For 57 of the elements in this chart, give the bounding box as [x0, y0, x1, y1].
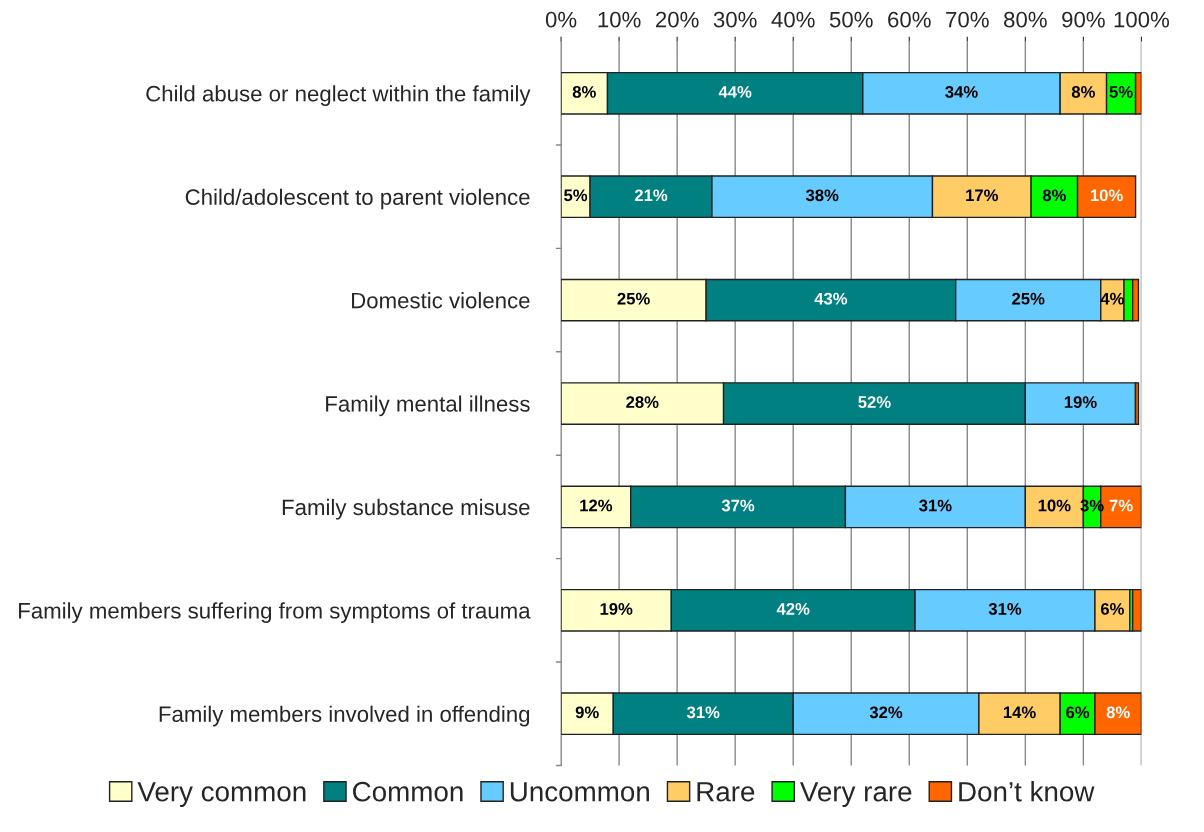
legend-label: Uncommon [510, 782, 649, 802]
data-label: 10% [1038, 499, 1071, 512]
data-label: 5% [564, 189, 588, 202]
y-tick-label: Family members involved in offending [159, 705, 530, 727]
data-label: 31% [988, 603, 1022, 615]
bar [1131, 588, 1142, 632]
data-label: 8% [572, 85, 596, 98]
data-label: 34% [945, 85, 978, 98]
data-label: 28% [626, 396, 659, 408]
data-label: 19% [1064, 396, 1097, 408]
data-label: 8% [1071, 85, 1095, 98]
y-tick-label: Family members suffering from symptoms of trauma [19, 602, 531, 623]
y-tick-label: Family substance misuse [282, 498, 530, 520]
x-tick-label: 10% [598, 11, 641, 28]
data-label: 6% [1066, 706, 1090, 719]
legend-label: Rare [697, 782, 755, 802]
data-label: 17% [966, 189, 999, 202]
data-label: 25% [617, 292, 650, 305]
data-label: 12% [580, 499, 613, 512]
data-label: 44% [718, 86, 752, 98]
data-label: 5% [1109, 86, 1133, 98]
data-label: 7% [1109, 499, 1133, 512]
y-tick-label: Child/adolescent to parent violence [185, 188, 530, 210]
data-label: 25% [1012, 292, 1045, 305]
y-tick-label: Family mental illness [326, 395, 530, 417]
legend-label: Don’t know [959, 781, 1095, 802]
legend-label: Very rare [799, 782, 912, 807]
data-label: 10% [1090, 189, 1123, 202]
x-tick-label: 0% [545, 11, 577, 28]
data-label: 8% [1106, 706, 1130, 719]
data-label: 8% [1042, 189, 1066, 202]
x-tick-label: 50% [829, 11, 873, 28]
x-tick-label: 40% [771, 11, 815, 28]
x-tick-label: 100% [1114, 11, 1170, 28]
data-label: 31% [686, 706, 720, 719]
data-label: 52% [858, 396, 891, 408]
data-label: 31% [919, 499, 952, 512]
x-tick-label: 80% [1004, 11, 1047, 28]
data-label: 32% [869, 706, 903, 719]
data-label: 43% [814, 292, 848, 305]
y-tick-label: Child abuse or neglect within the family [146, 85, 531, 106]
data-label: 42% [776, 603, 810, 615]
x-tick-label: 20% [656, 11, 699, 28]
y-tick-label: Domestic violence [352, 292, 530, 309]
data-label: 9% [575, 706, 599, 719]
data-label: 21% [634, 189, 668, 202]
legend-label: Common [353, 781, 463, 802]
x-tick-label: 70% [946, 11, 989, 28]
x-tick-label: 60% [888, 11, 931, 28]
legend-label: Very common [137, 782, 306, 807]
x-tick-label: 30% [713, 11, 757, 28]
data-label: 6% [1100, 603, 1124, 615]
data-label: 37% [721, 499, 755, 512]
x-tick-label: 90% [1062, 11, 1105, 28]
data-label: 38% [805, 189, 839, 202]
data-label: 19% [600, 603, 633, 615]
data-label: 14% [1003, 706, 1036, 719]
